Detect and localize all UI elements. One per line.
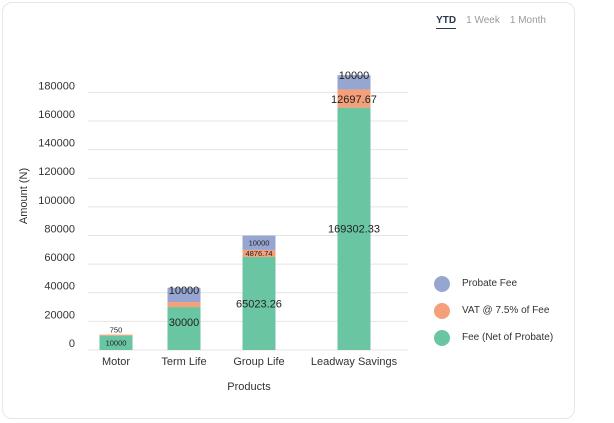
bar-segment[interactable] [337,89,371,108]
bar-segment[interactable] [99,335,133,350]
legend-label-fee: Fee (Net of Probate) [462,332,554,343]
data-label: 65023.26 [236,298,282,310]
data-label: 12697.67 [331,94,377,106]
legend-swatch-fee [434,329,450,346]
data-label: 750 [110,326,123,335]
y-tick-label: 40000 [44,281,75,293]
y-tick-label: 60000 [44,252,75,264]
bar-segment[interactable] [99,334,133,336]
legend-swatch-vat [434,302,450,319]
legend-item-probate[interactable]: Probate Fee [434,270,553,297]
y-tick-label: 20000 [44,309,75,321]
x-axis: Motor Term Life Group Life Leadway Savings [102,356,398,368]
y-axis-title: Amount (N) [18,168,30,224]
bar-segment[interactable] [167,287,201,303]
bar-segment[interactable] [337,75,371,90]
x-tick-label: Leadway Savings [311,356,398,368]
bar-segment[interactable] [167,302,201,308]
x-tick-label: Term Life [161,356,206,368]
legend-label-probate: Probate Fee [462,278,518,289]
bar-segment[interactable] [242,249,276,257]
data-label: 4876.74 [245,249,272,258]
bar-segment[interactable] [167,307,201,350]
data-label: 10000 [106,338,127,347]
legend-label-vat: VAT @ 7.5% of Fee [462,305,550,316]
bar-segment[interactable] [242,235,276,250]
y-tick-label: 0 [69,338,75,350]
tab-1-month[interactable]: 1 Month [509,15,546,26]
legend-item-vat[interactable]: VAT @ 7.5% of Fee [434,297,553,324]
y-axis: 0 20000 40000 60000 80000 100000 120000 140000 1… [38,80,75,350]
chart-legend: Probate Fee VAT @ 7.5% of Fee Fee (Net o… [434,270,553,351]
data-label: 10000 [169,285,200,297]
data-label: 10000 [249,238,270,247]
y-tick-label: 140000 [38,138,75,150]
x-tick-label: Motor [102,356,130,368]
y-tick-label: 160000 [38,109,75,121]
x-axis-title: Products [227,381,271,393]
y-tick-label: 80000 [44,223,75,235]
y-tick-label: 100000 [38,195,75,207]
data-label: 169302.33 [328,224,380,236]
tab-1-week[interactable]: 1 Week [466,15,500,26]
legend-swatch-probate [434,275,450,292]
data-label: 30000 [169,317,200,329]
legend-item-fee[interactable]: Fee (Net of Probate) [434,324,553,351]
bars: 10000 750 30000 10000 65023.26 4876.74 10000 16… [99,70,380,351]
period-tabs: YTD 1 Week 1 Month [436,15,546,29]
x-tick-label: Group Life [233,356,284,368]
y-tick-label: 180000 [38,80,75,92]
bar-segment[interactable] [242,256,276,350]
y-tick-label: 120000 [38,166,75,178]
tab-ytd[interactable]: YTD [436,15,457,29]
data-label: 10000 [339,70,370,82]
bar-segment[interactable] [337,107,371,351]
